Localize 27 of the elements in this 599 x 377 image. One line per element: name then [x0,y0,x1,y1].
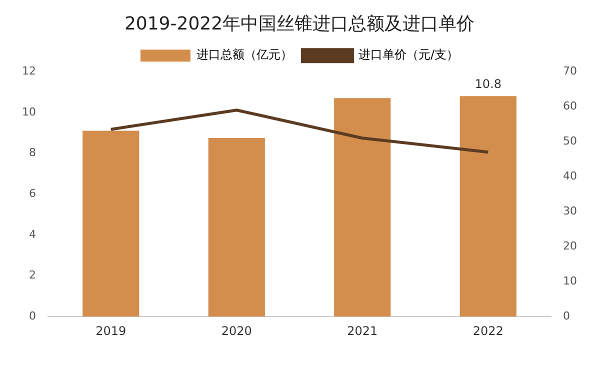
y-tick-label: 12 [22,64,36,78]
x-tick-label: 2019 [96,324,126,338]
bar [208,138,265,317]
y-tick-label: 6 [28,186,36,200]
x-tick-label: 2020 [221,324,252,338]
data-label: 10.8 [474,77,502,92]
x-tick-label: 2021 [347,324,378,338]
y2-tick-label: 10 [563,274,578,288]
chart-title: 2019-2022年中国丝锥进口总额及进口单价 [124,13,475,34]
y2-tick-label: 20 [563,239,578,252]
x-tick-label: 2022 [472,324,504,338]
y2-tick-label: 60 [563,99,578,112]
bar [82,130,140,317]
bar [334,98,391,317]
y2-tick-label: 70 [563,64,578,78]
y-tick-label: 10 [22,105,36,118]
y-tick-label: 4 [28,228,36,241]
y2-tick-label: 50 [563,134,578,148]
y-tick-label: 0 [28,309,36,322]
y-tick-label: 8 [28,146,36,160]
y2-tick-label: 30 [563,204,578,218]
legend-label: 进口总额（亿元） [196,48,292,62]
legend-label: 进口单价（元/支） [358,48,459,62]
y2-tick-label: 40 [563,169,578,182]
y2-tick-label: 0 [563,309,570,322]
bar [460,96,516,317]
y-tick-label: 2 [28,268,36,282]
